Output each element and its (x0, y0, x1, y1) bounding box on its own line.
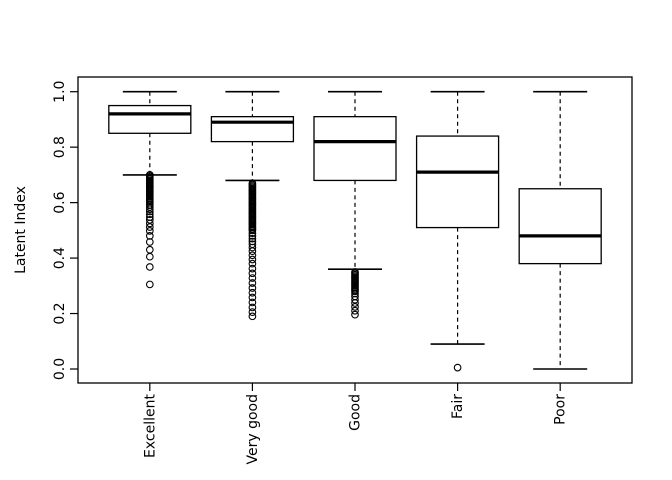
outlier-good (351, 299, 359, 307)
outlier-excellent (145, 205, 154, 214)
outlier-excellent (145, 252, 154, 261)
x-tick-label-good: Good (348, 394, 364, 431)
outlier-very-good (248, 226, 257, 235)
x-tick-label-poor: Poor (553, 394, 569, 425)
outlier-very-good (248, 234, 257, 243)
outlier-very-good (248, 255, 257, 264)
outlier-excellent (145, 215, 154, 224)
outlier-very-good (248, 243, 257, 252)
box-good (313, 116, 397, 182)
outlier-good (351, 295, 359, 304)
outlier-excellent (145, 219, 154, 228)
x-tick-label-very-good: Very good (245, 394, 261, 465)
outlier-very-good (248, 274, 257, 282)
outlier-very-good (248, 251, 257, 260)
outlier-excellent (145, 280, 154, 289)
outlier-excellent (145, 238, 154, 246)
outlier-very-good (248, 284, 257, 292)
outlier-very-good (248, 264, 257, 273)
box-fair (415, 135, 500, 229)
y-tick-label: 0.2 (52, 302, 68, 324)
outlier-excellent (145, 227, 154, 235)
y-tick-label: 0.0 (52, 358, 68, 380)
outlier-excellent (145, 245, 154, 254)
y-tick-label: 1.0 (52, 81, 68, 103)
outlier-very-good (248, 247, 257, 255)
outlier-very-good (248, 229, 257, 237)
outlier-good (351, 310, 359, 319)
x-tick-label-fair: Fair (450, 394, 466, 419)
y-tick-label: 0.6 (52, 191, 68, 213)
outlier-very-good (248, 298, 257, 307)
outlier-very-good (248, 288, 257, 297)
x-tick-label-excellent: Excellent (142, 393, 158, 457)
outlier-excellent (145, 223, 154, 231)
box-very-good (210, 116, 295, 143)
y-tick-label: 0.4 (52, 247, 68, 269)
outlier-very-good (248, 279, 257, 287)
outlier-very-good (248, 312, 257, 321)
outlier-excellent (145, 263, 154, 271)
box-poor (518, 188, 602, 265)
outlier-excellent (145, 210, 154, 219)
y-tick-label: 0.8 (52, 136, 68, 158)
outlier-very-good (248, 269, 257, 278)
outlier-excellent (145, 207, 154, 216)
outlier-good (351, 287, 359, 296)
box-excellent (108, 104, 192, 134)
plot-frame (77, 76, 633, 384)
y-axis-title: Latent Index (13, 186, 29, 274)
outlier-good (351, 306, 359, 315)
outlier-fair (453, 363, 462, 372)
outlier-excellent (145, 203, 154, 211)
outlier-very-good (248, 259, 257, 268)
outlier-very-good (248, 303, 257, 312)
outlier-very-good (248, 293, 257, 302)
outlier-very-good (248, 308, 257, 317)
outlier-good (351, 303, 359, 311)
chart-root: 0.0 0.2 0.4 0.6 0.8 1.0 Excellent Very good Good… (52, 76, 633, 465)
outlier-very-good (248, 232, 257, 240)
